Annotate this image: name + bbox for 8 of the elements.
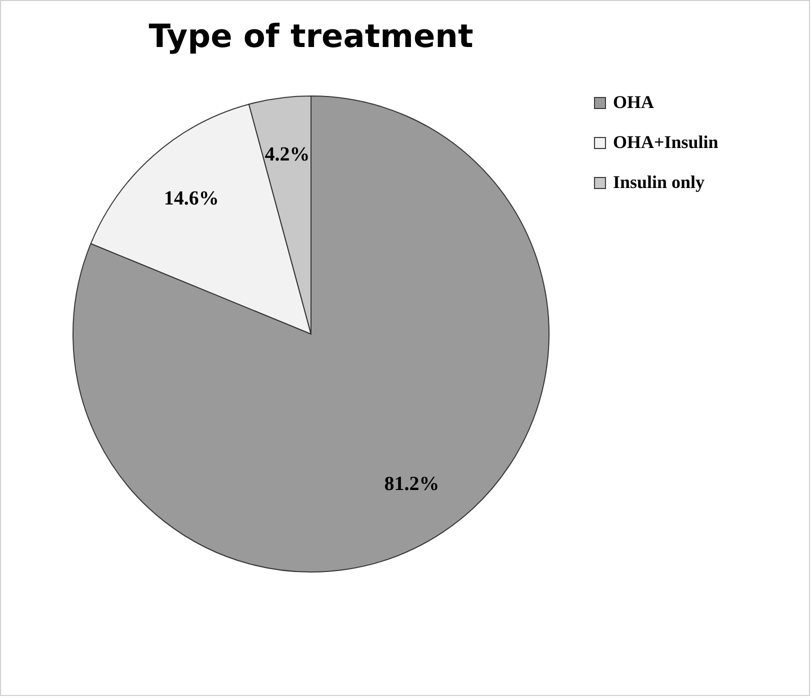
legend-label: OHA+Insulin bbox=[613, 132, 718, 152]
pie-slice bbox=[72, 96, 550, 572]
data-label: 14.6% bbox=[164, 187, 219, 210]
data-label: 4.2% bbox=[264, 144, 310, 166]
data-label: 81.2% bbox=[384, 473, 440, 496]
chart-title: Type of treatment bbox=[148, 17, 474, 55]
legend-label: Insulin only bbox=[613, 172, 705, 192]
legend-label: OHA bbox=[613, 92, 654, 112]
